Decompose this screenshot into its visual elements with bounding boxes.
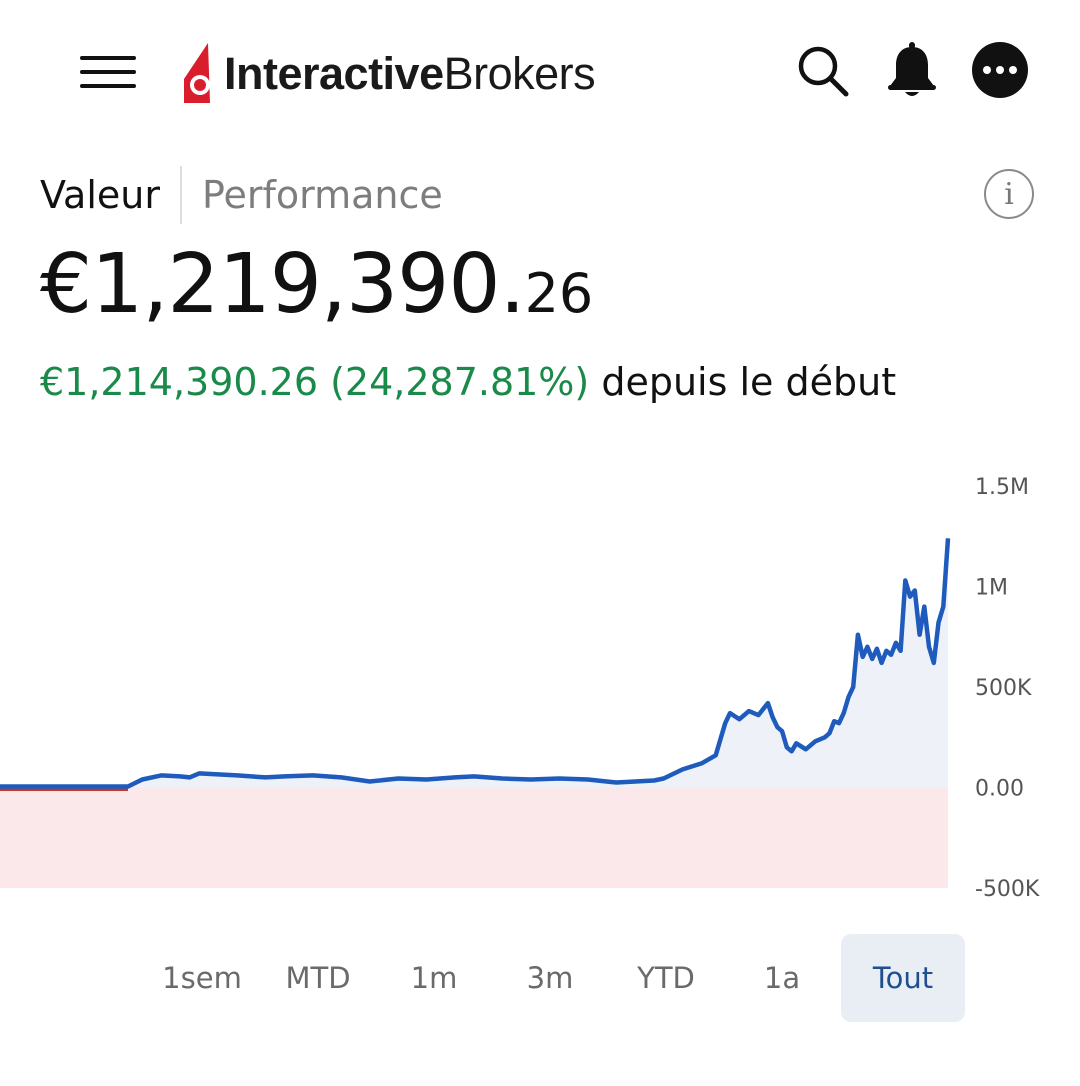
y-tick-label: -500K [975,877,1040,902]
chart-area-fill [0,538,948,788]
y-axis-ticks: 1.5M 1M 500K 0.00 -500K [975,475,1040,902]
brand-logo: InteractiveBrokers [178,38,596,108]
menu-icon[interactable] [72,44,144,100]
range-ytd[interactable]: YTD [637,961,695,995]
logo-text-regular: Brokers [443,47,596,99]
view-tabs: Valeur Performance [40,164,443,226]
negative-zone [0,787,948,888]
change-period: depuis le début [601,360,897,404]
change-amount: €1,214,390.26 (24,287.81%) [40,360,590,404]
account-change: €1,214,390.26 (24,287.81%) depuis le déb… [40,360,897,404]
app-header: InteractiveBrokers [0,0,1080,140]
logo-mark-icon [184,43,210,103]
account-value-cents: 26 [524,262,594,325]
performance-chart[interactable]: 1.5M 1M 500K 0.00 -500K [0,460,1080,910]
range-mtd[interactable]: MTD [285,961,351,995]
y-tick-label: 0.00 [975,777,1024,802]
more-icon[interactable] [972,42,1028,98]
y-tick-label: 1M [975,576,1008,601]
y-tick-label: 1.5M [975,475,1029,500]
tab-divider [179,166,182,224]
range-selector: 1sem MTD 1m 3m YTD 1a Tout [145,933,967,1023]
chart-series-line [0,538,951,789]
bell-icon[interactable] [884,40,940,100]
account-value: €1,219,390.26 [40,244,593,326]
range-1sem[interactable]: 1sem [162,961,242,995]
search-icon[interactable] [794,42,852,100]
tab-performance[interactable]: Performance [201,173,443,217]
logo-text-bold: Interactive [224,47,444,99]
range-tout[interactable]: Tout [841,934,965,1022]
range-3m[interactable]: 3m [526,961,574,995]
range-1a[interactable]: 1a [763,961,801,995]
account-value-main: €1,219,390. [40,237,526,332]
tab-valeur[interactable]: Valeur [40,173,160,217]
logo-text: InteractiveBrokers [224,47,596,99]
info-icon[interactable]: i [984,169,1034,219]
y-tick-label: 500K [975,676,1032,701]
range-1m[interactable]: 1m [410,961,458,995]
